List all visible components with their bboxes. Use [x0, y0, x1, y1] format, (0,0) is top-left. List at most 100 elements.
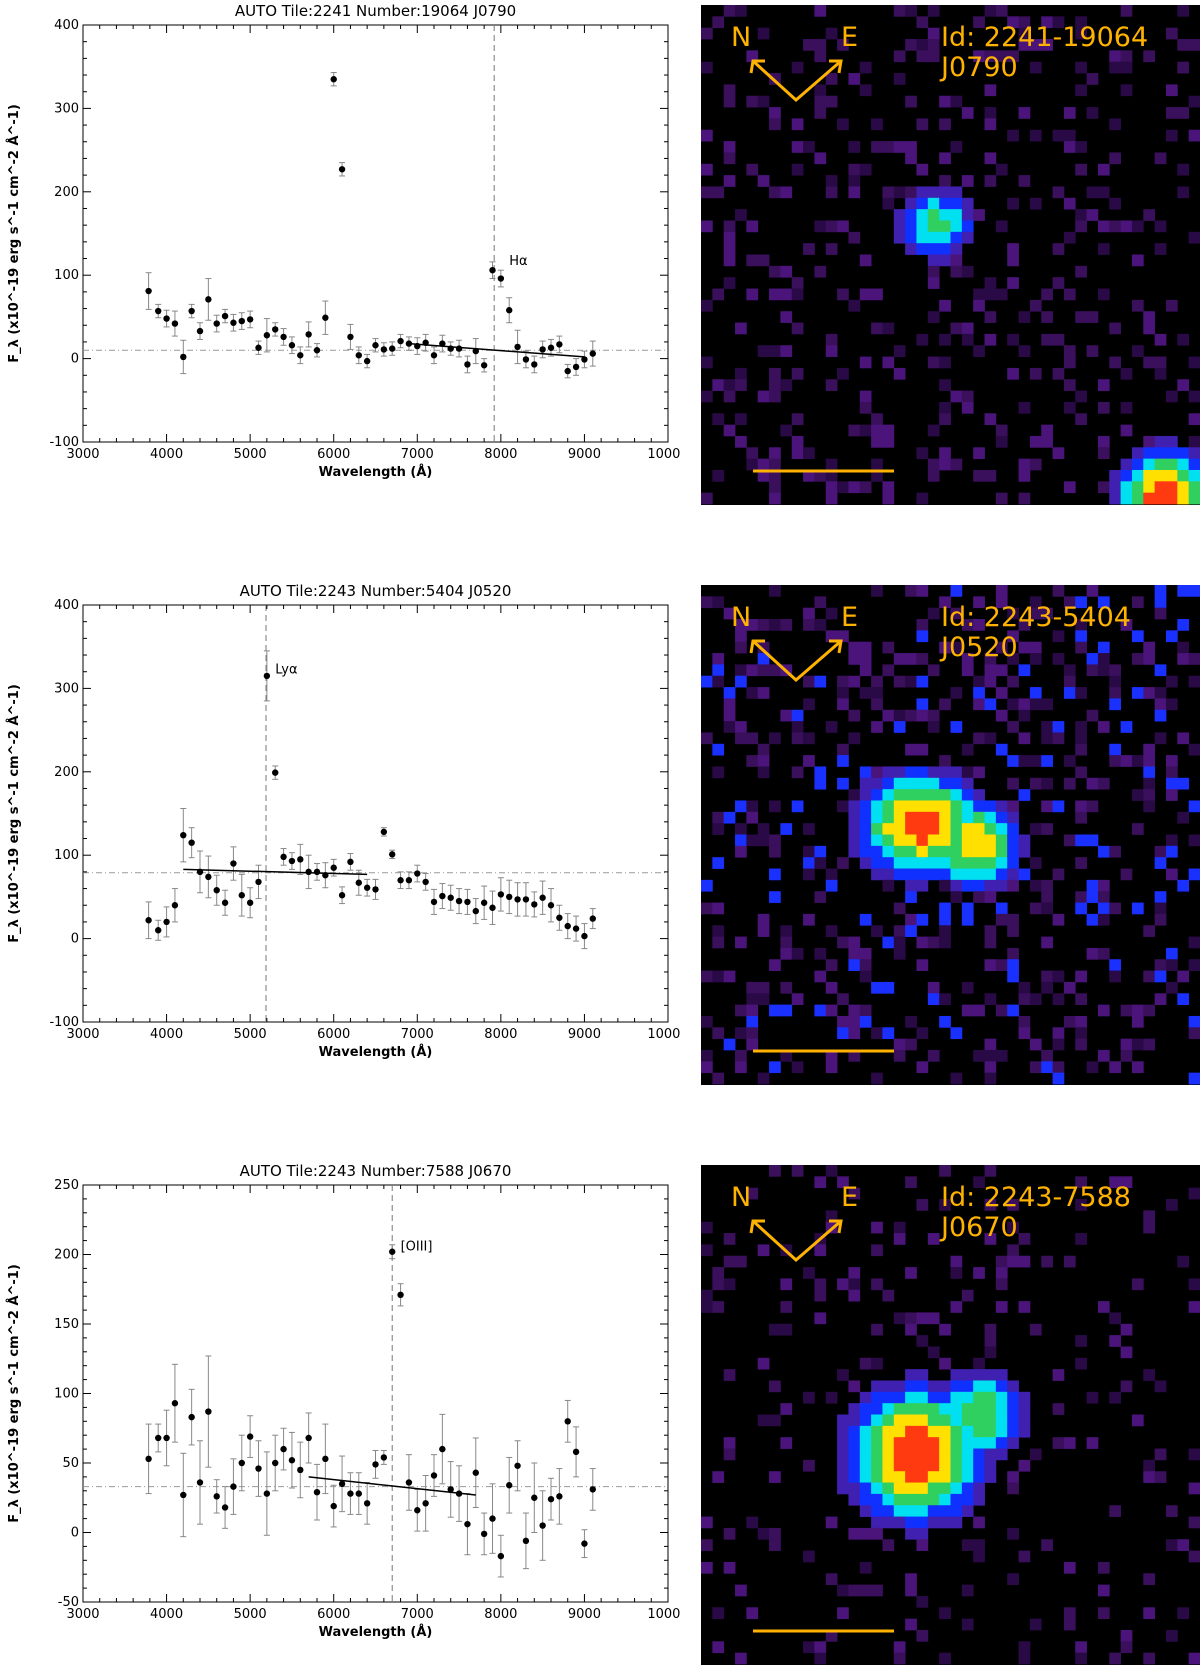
cutout-image-1: N E Id: 2241-19064 J0790	[701, 5, 1200, 505]
pixel	[882, 868, 895, 881]
data-point	[180, 1491, 187, 1499]
pixel	[1018, 1403, 1031, 1415]
pixel	[1018, 107, 1031, 119]
data-point	[547, 1495, 555, 1503]
pixel	[837, 1278, 849, 1291]
pixel	[859, 913, 872, 926]
pixel	[927, 993, 940, 1006]
data-point	[531, 1494, 538, 1501]
pixel	[1075, 1357, 1087, 1370]
pixel	[939, 1323, 951, 1336]
pixel	[1018, 619, 1031, 631]
data-point	[539, 346, 546, 353]
pixel	[939, 175, 951, 187]
pixel	[905, 1516, 917, 1529]
pixel	[1007, 333, 1019, 346]
pixel	[1154, 902, 1167, 915]
pixel	[1086, 1437, 1099, 1449]
pixel	[950, 823, 963, 835]
pixel	[939, 1482, 951, 1495]
pixel	[893, 936, 906, 949]
pixel	[780, 345, 793, 357]
pixel	[1188, 1278, 1200, 1291]
pixel	[927, 469, 940, 482]
x-axis-label: Wavelength (Å)	[319, 1044, 433, 1060]
pixel	[769, 345, 781, 357]
pixel	[871, 811, 883, 824]
pixel	[905, 209, 917, 221]
pixel	[1075, 732, 1087, 745]
x-tick-label: 6000	[317, 1027, 350, 1042]
pixel	[746, 1038, 759, 1051]
pixel	[848, 1448, 861, 1461]
pixel	[1041, 755, 1053, 767]
pixel	[814, 845, 827, 858]
pixel	[848, 834, 861, 847]
pixel	[735, 823, 747, 835]
pixel	[701, 299, 713, 312]
pixel	[859, 641, 872, 654]
data-point	[163, 1434, 170, 1442]
pixel	[837, 367, 849, 380]
pixel	[905, 891, 917, 903]
pixel	[927, 311, 940, 323]
pixel	[803, 755, 815, 767]
pixel	[882, 1482, 895, 1495]
pixel	[1063, 107, 1076, 119]
pixel	[735, 1004, 747, 1017]
pixel	[859, 959, 872, 971]
pixel	[859, 800, 872, 813]
pixel	[939, 1380, 951, 1393]
pixel	[1131, 630, 1144, 643]
pixel	[950, 766, 963, 779]
pixel	[712, 1267, 725, 1279]
pixel	[927, 186, 940, 199]
pixel	[984, 1425, 997, 1438]
pixel	[939, 458, 951, 471]
pixel	[961, 789, 974, 801]
pixel	[712, 1471, 725, 1483]
pixel	[1120, 458, 1133, 471]
pixel	[905, 585, 917, 597]
pixel	[871, 789, 883, 801]
pixel	[859, 288, 872, 301]
pixel	[1177, 61, 1190, 74]
pixel	[882, 879, 895, 892]
pixel	[984, 1403, 997, 1415]
pixel	[1075, 721, 1087, 733]
pixel	[961, 1380, 974, 1393]
pixel	[814, 1312, 827, 1325]
pixel	[803, 868, 815, 881]
pixel	[1097, 379, 1110, 391]
pixel	[746, 755, 759, 767]
y-tick-label: 200	[54, 1248, 79, 1263]
data-point	[564, 922, 571, 930]
pixel	[1052, 585, 1065, 597]
pixel	[848, 1414, 861, 1427]
x-tick-label: 5000	[234, 447, 267, 462]
east-arrowhead	[829, 639, 843, 654]
data-point	[522, 1537, 530, 1545]
pixel	[927, 265, 940, 278]
pixel	[723, 220, 736, 233]
pixel	[927, 209, 940, 221]
pixel	[1086, 209, 1099, 221]
pixel	[848, 424, 861, 437]
cutout-pixels	[701, 585, 1200, 1085]
pixel	[837, 743, 849, 756]
pixel	[927, 1391, 940, 1404]
pixel	[939, 755, 951, 767]
pixel	[1120, 5, 1133, 17]
pixel	[893, 220, 906, 233]
pixel	[973, 1437, 985, 1449]
pixel	[961, 879, 974, 892]
pixel	[1075, 970, 1087, 983]
pixel	[1097, 220, 1110, 233]
pixel	[780, 823, 793, 835]
pixel	[859, 1425, 872, 1438]
pixel	[1041, 1061, 1053, 1074]
pixel	[848, 1471, 861, 1483]
pixel	[757, 766, 770, 779]
y-tick-label: 50	[62, 1456, 79, 1471]
data-point	[405, 877, 413, 884]
